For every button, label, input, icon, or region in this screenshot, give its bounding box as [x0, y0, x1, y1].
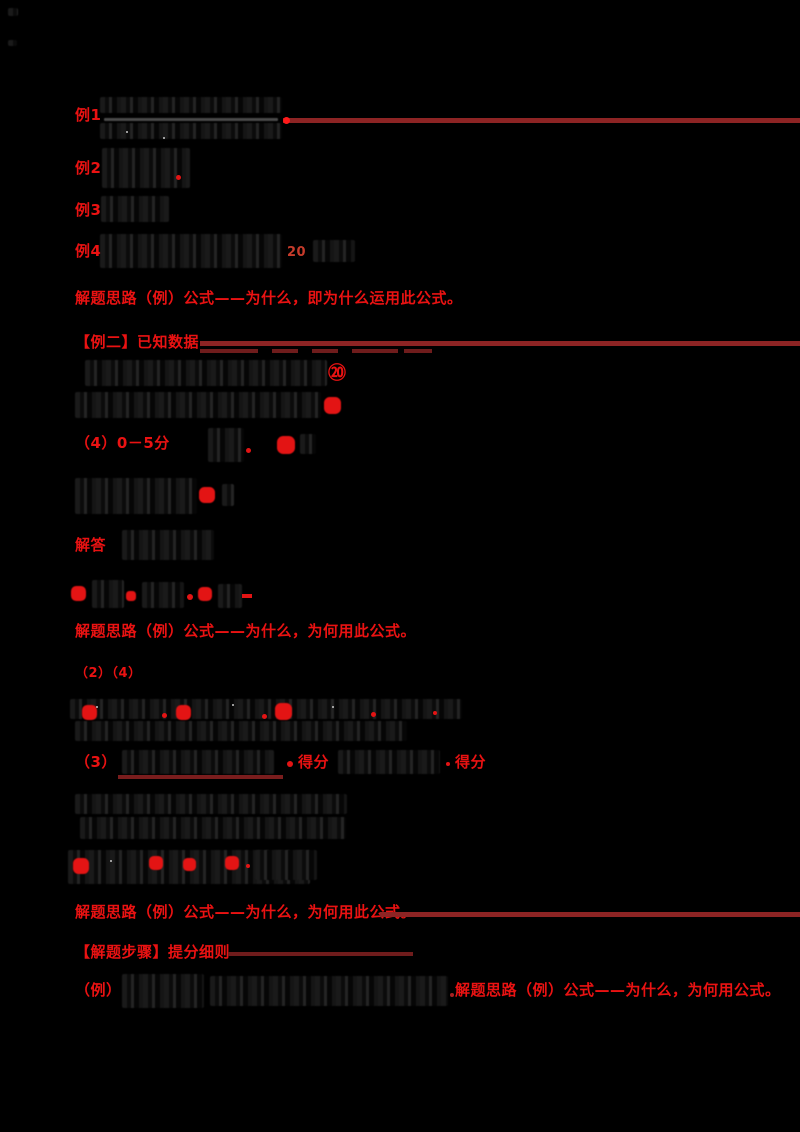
- red-annotation-text: 解答: [75, 536, 107, 554]
- illegible-text-trace: [75, 794, 347, 814]
- illegible-text-trace: [300, 434, 316, 454]
- red-annotation-text: （4）0－5分: [75, 434, 170, 452]
- red-annotation-text: （3）: [75, 753, 117, 771]
- red-blob-mark: [324, 397, 341, 414]
- red-blob-mark: [73, 858, 89, 874]
- illegible-text-trace: [102, 148, 190, 188]
- red-annotation-text: 解题思路（例）公式——为什么，即为什么运用此公式。: [75, 289, 463, 307]
- red-annotation-text: （例）: [75, 981, 122, 999]
- red-annotation-text: 例4: [75, 242, 102, 260]
- illegible-text-trace: [85, 360, 327, 386]
- circled-number-mark: ⑳: [328, 363, 347, 384]
- red-annotation-text: 得分: [455, 753, 487, 771]
- illegible-text-trace: [210, 976, 448, 1006]
- illegible-text-trace: [122, 750, 274, 774]
- illegible-text-trace: [338, 750, 440, 774]
- illegible-text-trace: [218, 584, 242, 608]
- red-dot-mark: [246, 448, 251, 453]
- illegible-text-trace: [8, 40, 17, 46]
- illegible-text-trace: [75, 478, 197, 514]
- white-speck: [232, 704, 234, 706]
- red-blob-mark: [199, 487, 215, 503]
- illegible-text-trace: [208, 428, 244, 462]
- red-blob-mark: [225, 856, 239, 870]
- red-blob-mark: [71, 586, 86, 601]
- red-rule-line: [380, 912, 800, 917]
- illegible-text-trace: [100, 123, 282, 139]
- illegible-text-trace: [142, 582, 184, 608]
- red-blob-mark: [176, 705, 191, 720]
- red-blob-mark: [82, 705, 97, 720]
- red-annotation-text: 例1: [75, 106, 102, 124]
- illegible-text-trace: [255, 850, 317, 880]
- red-dot-mark: [283, 117, 290, 124]
- illegible-text-trace: [222, 484, 234, 506]
- red-blob-mark: [277, 436, 295, 454]
- illegible-text-trace: [313, 240, 355, 262]
- red-annotation-text: 例3: [75, 201, 102, 219]
- red-dot-mark: [162, 713, 167, 718]
- red-dash-line: [352, 349, 398, 353]
- red-blob-mark: [183, 858, 196, 871]
- illegible-text-trace: [122, 530, 214, 560]
- red-blob-mark: [275, 703, 292, 720]
- red-annotation-text: 【例二】已知数据: [75, 333, 200, 351]
- red-dash-line: [200, 349, 258, 353]
- illegible-text-trace: [75, 721, 407, 741]
- white-speck: [96, 706, 98, 708]
- illegible-text-trace: [122, 974, 204, 1008]
- illegible-text-trace: [100, 234, 282, 268]
- red-annotation-text: 例2: [75, 159, 102, 177]
- red-dash-line: [118, 775, 283, 779]
- red-dot-mark: [371, 712, 376, 717]
- red-annotation-text: 20: [287, 245, 307, 260]
- red-dot-mark: [176, 175, 181, 180]
- red-annotation-text: 解题思路（例）公式——为什么，为何用公式。: [455, 981, 781, 999]
- illegible-text-trace: [92, 580, 124, 608]
- red-annotation-text: （2）（4）: [75, 666, 142, 681]
- red-dash-line: [272, 349, 298, 353]
- red-dash-line: [242, 594, 252, 598]
- red-dash-line: [312, 349, 338, 353]
- red-blob-mark: [126, 591, 136, 601]
- red-annotation-text: 解题思路（例）公式——为什么，为何用此公式。: [75, 903, 417, 921]
- white-speck: [126, 131, 128, 133]
- red-rule-line: [200, 341, 800, 346]
- red-annotation-text: 【解题步骤】提分细则: [75, 943, 231, 961]
- white-speck: [163, 137, 165, 139]
- illegible-text-trace: [70, 699, 462, 719]
- white-speck: [110, 860, 112, 862]
- illegible-text-trace: [80, 817, 346, 839]
- faint-gray-band: [104, 118, 278, 121]
- red-dash-line: [404, 349, 432, 353]
- red-dot-mark: [262, 714, 267, 719]
- illegible-text-trace: [100, 97, 282, 113]
- red-dash-line: [228, 952, 413, 956]
- white-speck: [332, 706, 334, 708]
- red-dot-mark: [446, 762, 450, 766]
- red-blob-mark: [198, 587, 212, 601]
- red-annotation-text: 解题思路（例）公式——为什么，为何用此公式。: [75, 622, 417, 640]
- red-blob-mark: [149, 856, 163, 870]
- red-annotation-text: 得分: [298, 753, 330, 771]
- red-dot-mark: [287, 761, 293, 767]
- red-dot-mark: [433, 711, 437, 715]
- red-dot-mark: [450, 993, 454, 997]
- illegible-text-trace: [75, 392, 321, 418]
- red-dot-mark: [187, 594, 193, 600]
- red-dot-mark: [246, 864, 250, 868]
- illegible-text-trace: [8, 8, 18, 16]
- illegible-text-trace: [101, 196, 169, 222]
- red-rule-line: [283, 118, 800, 123]
